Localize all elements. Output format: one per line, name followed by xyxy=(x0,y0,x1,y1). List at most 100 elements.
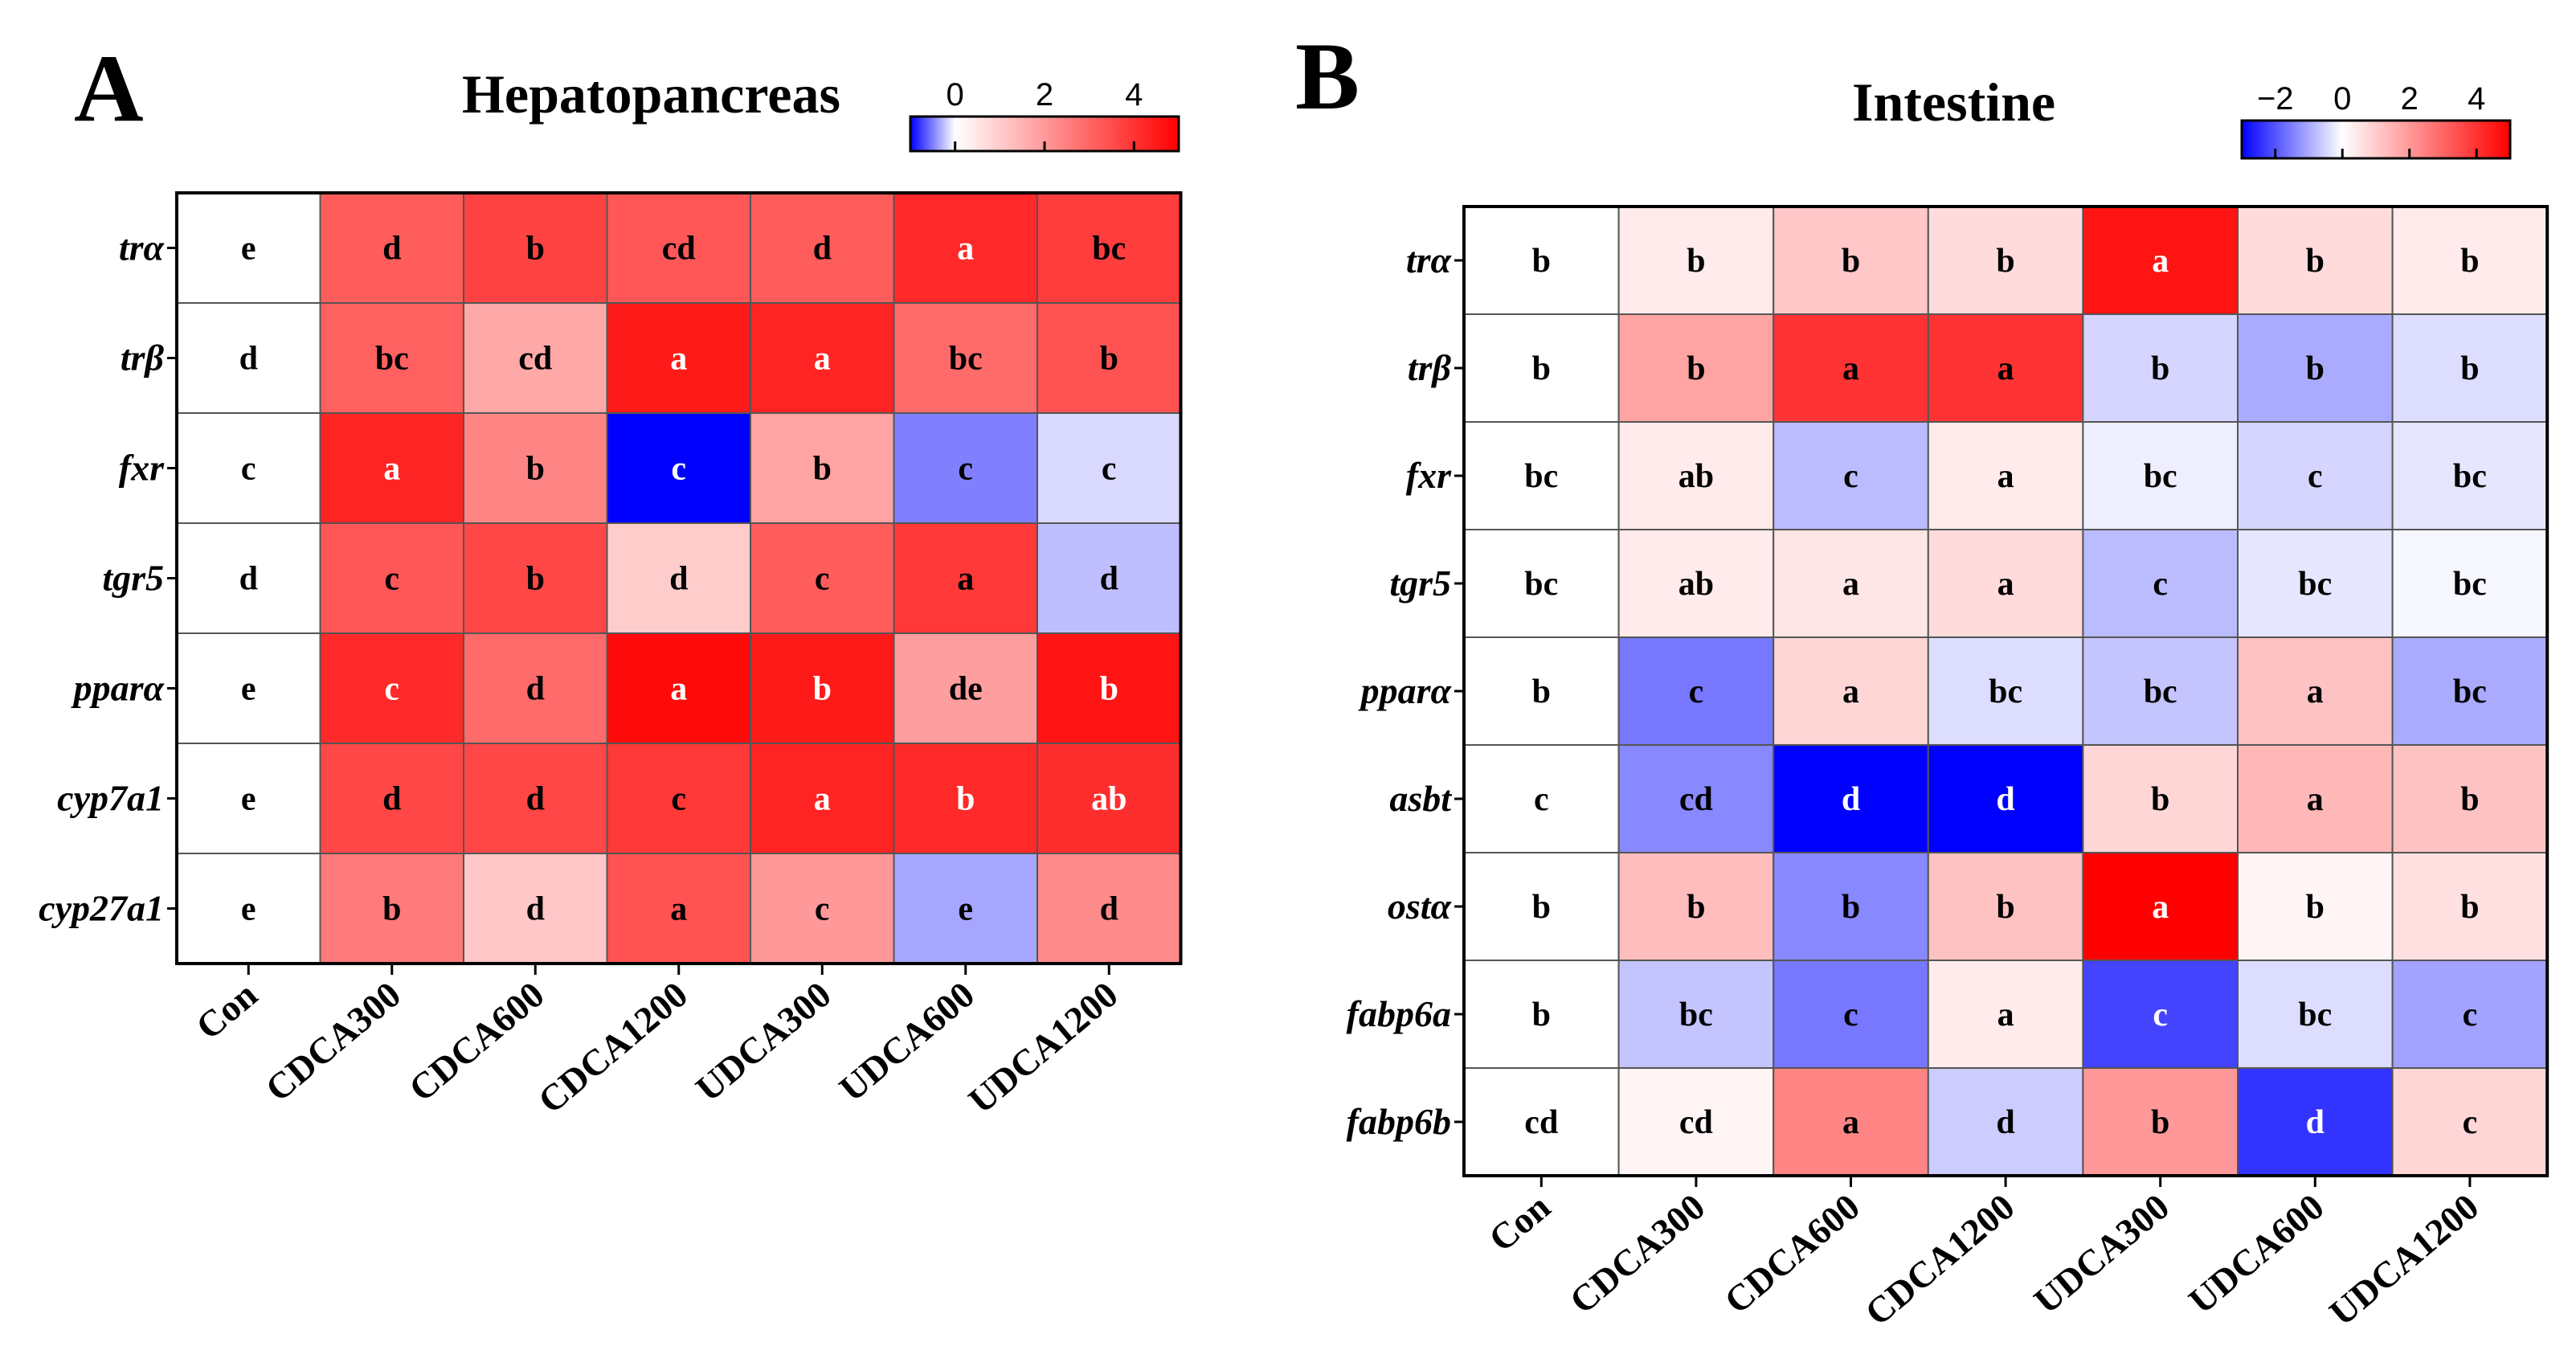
panel-a-letter-r4-c2: d xyxy=(526,671,545,708)
panel-a-cell-r3-c1 xyxy=(319,522,464,634)
panel-a-col-label-5: UDCA600 xyxy=(832,974,982,1110)
panel-b-row-label-8: fabp6b xyxy=(1347,1101,1451,1142)
panel-b-letter-r5-c6: b xyxy=(2460,781,2479,818)
panel-a-letter-r1-c6: b xyxy=(1100,341,1118,378)
panel-a-cell-r1-c4 xyxy=(750,302,895,414)
panel-b-cell-r1-c5 xyxy=(2237,313,2394,423)
panel-a-cell-r6-c0 xyxy=(176,853,321,964)
panel-b-col-label-1: CDCA300 xyxy=(1562,1186,1712,1322)
panel-b-cell-r3-c0 xyxy=(1463,529,1620,638)
panel-b-cell-r1-c1 xyxy=(1617,313,1775,423)
panel-a-cell-r4-c0 xyxy=(176,632,321,744)
panel-b-cell-r2-c6 xyxy=(2391,421,2549,530)
panel-b-cell-r6-c0 xyxy=(1463,852,1620,961)
panel-b-letter-r7-c5: bc xyxy=(2298,997,2332,1033)
panel-b-cell-r7-c2 xyxy=(1773,960,1929,1069)
panel-b-letter-r7-c3: a xyxy=(1997,997,2014,1033)
panel-b-letter-r7-c2: c xyxy=(1843,997,1858,1033)
panel-b-letter-r8-c1: cd xyxy=(1679,1104,1713,1141)
panel-b-col-label-4: UDCA300 xyxy=(2026,1186,2177,1322)
panel-b-letter-r3-c4: c xyxy=(2153,566,2168,603)
panel-a-letter-r4-c5: de xyxy=(949,671,983,708)
panel-a-row-label-6: cyp27a1 xyxy=(39,888,164,929)
panel-b-letter-r1-c4: b xyxy=(2151,350,2169,387)
panel-a-letter: A xyxy=(74,35,144,141)
panel-a-letter-r2-c0: c xyxy=(241,451,256,488)
panel-b-letter-r7-c6: c xyxy=(2463,997,2478,1033)
panel-b-cell-r6-c1 xyxy=(1617,852,1775,961)
panel-a-row-label-1: trβ xyxy=(121,338,165,379)
panel-b-row-label-7: fabp6a xyxy=(1347,993,1451,1034)
panel-b-cell-r3-c1 xyxy=(1617,529,1775,638)
panel-b-color-scale xyxy=(2240,119,2512,160)
panel-a-letter-r2-c2: b xyxy=(526,451,545,488)
panel-a-col-label-6: UDCA1200 xyxy=(961,974,1126,1122)
panel-b-scale-label-0: −2 xyxy=(2257,81,2294,117)
panel-b-letter-r4-c4: bc xyxy=(2144,673,2177,710)
panel-a-letter-r0-c1: d xyxy=(382,231,401,268)
panel-b-cell-r4-c1 xyxy=(1617,636,1775,746)
panel-b-row-label-4: pparα xyxy=(1358,670,1453,711)
panel-b-cell-r2-c4 xyxy=(2082,421,2239,530)
panel-b-letter-r2-c4: bc xyxy=(2144,458,2177,495)
panel-a-cell-r3-c5 xyxy=(893,522,1038,634)
panel-b-letter-r3-c1: ab xyxy=(1678,566,1714,603)
panel-a-col-label-1: CDCA300 xyxy=(258,974,408,1110)
panel-a-letter-r3-c3: d xyxy=(669,561,688,598)
panel-a-letter-r3-c2: b xyxy=(526,561,545,598)
panel-b-title: Intestine xyxy=(1852,72,2055,133)
panel-a-cell-r2-c3 xyxy=(606,412,751,524)
panel-b-cell-r0-c1 xyxy=(1617,206,1775,315)
panel-b-cell-r0-c0 xyxy=(1463,206,1620,315)
panel-b-letter-r4-c3: bc xyxy=(1989,673,2022,710)
panel-b-letter-r2-c6: bc xyxy=(2453,458,2487,495)
panel-b-cell-r2-c0 xyxy=(1463,421,1620,530)
panel-a-col-label-2: CDCA600 xyxy=(401,974,551,1110)
panel-a-col-label-4: UDCA300 xyxy=(688,974,838,1110)
panel-b-letter-r0-c1: b xyxy=(1687,243,1705,280)
panel-a-letter-r6-c1: b xyxy=(382,891,401,928)
panel-b-cell-r6-c3 xyxy=(1927,852,2084,961)
panel-a-letter-r3-c6: d xyxy=(1100,561,1118,598)
panel-b-letter-r2-c1: ab xyxy=(1678,458,1714,495)
panel-a-cell-r6-c6 xyxy=(1037,853,1182,964)
panel-b-scale-label-2: 2 xyxy=(2401,81,2419,117)
panel-a-letter-r4-c3: a xyxy=(670,671,687,708)
panel-a-letter-r6-c6: d xyxy=(1100,891,1118,928)
panel-a-letter-r3-c4: c xyxy=(815,561,830,598)
panel-b-cell-r4-c4 xyxy=(2082,636,2239,746)
panel-b-letter-r1-c5: b xyxy=(2306,350,2325,387)
panel-a-cell-r6-c5 xyxy=(893,853,1038,964)
panel-a-cell-r3-c0 xyxy=(176,522,321,634)
panel-b-letter-r5-c2: d xyxy=(1842,781,1860,818)
panel-a-cell-r2-c2 xyxy=(463,412,608,524)
panel-a-cell-r2-c4 xyxy=(750,412,895,524)
panel-b-cell-r6-c2 xyxy=(1773,852,1929,961)
panel-b-letter: B xyxy=(1295,23,1360,129)
panel-a-cell-r1-c6 xyxy=(1037,302,1182,414)
panel-b-letter-r6-c5: b xyxy=(2306,889,2325,926)
panel-b-letter-r6-c1: b xyxy=(1687,889,1705,926)
panel-b-letter-r0-c2: b xyxy=(1842,243,1860,280)
panel-a-letter-r6-c3: a xyxy=(670,891,687,928)
panel-a-letter-r5-c4: a xyxy=(814,781,831,818)
panel-b-letter-r0-c0: b xyxy=(1532,243,1551,280)
panel-a-cell-r1-c2 xyxy=(463,302,608,414)
panel-b-cell-r8-c2 xyxy=(1773,1067,1929,1177)
panel-b-cell-r5-c4 xyxy=(2082,744,2239,853)
panel-a-letter-r6-c4: c xyxy=(815,891,830,928)
panel-b-cell-r4-c0 xyxy=(1463,636,1620,746)
panel-b-cell-r7-c5 xyxy=(2237,960,2394,1069)
panel-a-letter-r0-c3: cd xyxy=(662,231,696,268)
panel-a-letter-r1-c5: bc xyxy=(949,341,983,378)
panel-a-scale-label-0: 0 xyxy=(947,77,964,113)
panel-b-letter-r5-c4: b xyxy=(2151,781,2169,818)
panel-b-letter-r0-c4: a xyxy=(2152,243,2169,280)
panel-b-cell-r5-c3 xyxy=(1927,744,2084,853)
panel-b-letter-r6-c2: b xyxy=(1842,889,1860,926)
panel-b-cell-r1-c6 xyxy=(2391,313,2549,423)
panel-a-cell-r3-c3 xyxy=(606,522,751,634)
panel-b-col-label-0: Con xyxy=(1481,1186,1557,1260)
panel-a-cell-r0-c1 xyxy=(319,192,464,304)
panel-b-letter-r1-c3: a xyxy=(1997,350,2014,387)
